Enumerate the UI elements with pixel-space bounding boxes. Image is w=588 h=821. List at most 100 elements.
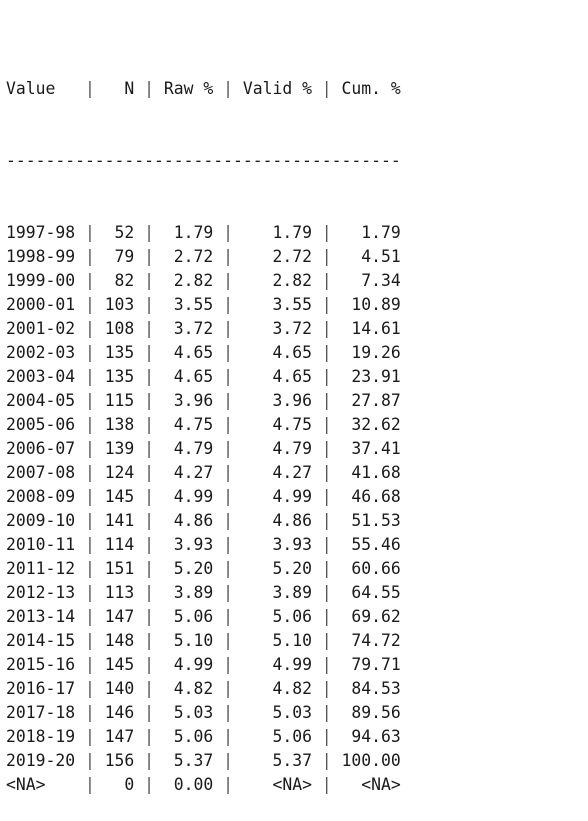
table-row: 1997-98 | 52 | 1.79 | 1.79 | 1.79 [6,221,401,245]
column-separator: | [134,655,164,674]
table-row: 2010-11 | 114 | 3.93 | 3.93 | 55.46 [6,533,401,557]
n-cell: 147 [104,607,135,626]
column-separator: | [75,367,105,386]
column-separator: | [311,247,342,266]
raw-pct-cell: 5.06 [163,727,214,746]
valid-pct-cell: 3.89 [242,583,312,602]
value-cell: 1998-99 [6,247,76,266]
cum-pct-cell: 1.79 [341,223,401,242]
column-separator: | [311,535,342,554]
raw-pct-cell: 0.00 [163,775,214,794]
n-cell: 141 [104,511,135,530]
cum-pct-cell: 4.51 [341,247,401,266]
column-separator: | [134,607,164,626]
column-separator: | [134,583,164,602]
column-separator: | [311,463,342,482]
column-separator: | [311,655,342,674]
valid-pct-cell: <NA> [242,775,312,794]
n-cell: 138 [104,415,135,434]
column-separator: | [134,247,164,266]
value-cell: 2010-11 [6,535,76,554]
valid-pct-cell: 4.79 [242,439,312,458]
column-separator: | [134,439,164,458]
column-separator: | [213,535,243,554]
column-separator: | [75,79,105,98]
value-cell: 1997-98 [6,223,76,242]
value-cell: 2000-01 [6,295,76,314]
table-body: 1997-98 | 52 | 1.79 | 1.79 | 1.79 1998-99… [6,221,401,797]
column-separator: | [213,391,243,410]
column-separator: | [134,703,164,722]
column-separator: | [311,727,342,746]
column-separator: | [75,439,105,458]
table-row: 2018-19 | 147 | 5.06 | 5.06 | 94.63 [6,725,401,749]
value-cell: 2001-02 [6,319,76,338]
table-header-row: Value | N | Raw % | Valid % | Cum. % [6,77,401,101]
cum-pct-cell: 84.53 [341,679,401,698]
valid-pct-cell: 2.72 [242,247,312,266]
value-cell: 2019-20 [6,751,76,770]
cum-pct-cell: 89.56 [341,703,401,722]
column-separator: | [75,679,105,698]
column-separator: | [213,655,243,674]
column-separator: | [311,319,342,338]
value-cell: 1999-00 [6,271,76,290]
column-separator: | [311,559,342,578]
column-separator: | [75,655,105,674]
column-separator: | [75,487,105,506]
n-cell: 145 [104,655,135,674]
cum-pct-cell: 32.62 [341,415,401,434]
column-separator: | [75,391,105,410]
column-separator: | [213,79,243,98]
column-separator: | [311,367,342,386]
n-cell: 82 [104,271,135,290]
column-separator: | [213,631,243,650]
value-cell: 2009-10 [6,511,76,530]
n-cell: 108 [104,319,135,338]
column-separator: | [134,367,164,386]
n-cell: 52 [104,223,135,242]
raw-pct-cell: 5.10 [163,631,214,650]
valid-pct-cell: 4.99 [242,487,312,506]
column-separator: | [213,775,243,794]
valid-pct-cell: 4.65 [242,367,312,386]
n-cell: 147 [104,727,135,746]
raw-pct-cell: 2.82 [163,271,214,290]
column-separator: | [213,439,243,458]
column-separator: | [75,415,105,434]
cum-pct-cell: 23.91 [341,367,401,386]
valid-pct-cell: 4.99 [242,655,312,674]
raw-pct-cell: 3.89 [163,583,214,602]
table-row: 2009-10 | 141 | 4.86 | 4.86 | 51.53 [6,509,401,533]
table-rule: ---------------------------------------- [6,151,401,170]
column-header: N [104,79,135,98]
table-row: 2019-20 | 156 | 5.37 | 5.37 | 100.00 [6,749,401,773]
table-row: 2001-02 | 108 | 3.72 | 3.72 | 14.61 [6,317,401,341]
cum-pct-cell: 100.00 [341,751,401,770]
table-row: 2003-04 | 135 | 4.65 | 4.65 | 23.91 [6,365,401,389]
table-row: 2000-01 | 103 | 3.55 | 3.55 | 10.89 [6,293,401,317]
raw-pct-cell: 3.72 [163,319,214,338]
column-separator: | [311,295,342,314]
column-separator: | [75,631,105,650]
column-separator: | [213,415,243,434]
value-cell: 2003-04 [6,367,76,386]
column-separator: | [213,367,243,386]
table-row: 2012-13 | 113 | 3.89 | 3.89 | 64.55 [6,581,401,605]
column-separator: | [134,679,164,698]
column-separator: | [311,439,342,458]
n-cell: 156 [104,751,135,770]
cum-pct-cell: 94.63 [341,727,401,746]
raw-pct-cell: 2.72 [163,247,214,266]
frequency-table: Value | N | Raw % | Valid % | Cum. % ---… [6,29,401,821]
table-row: 2016-17 | 140 | 4.82 | 4.82 | 84.53 [6,677,401,701]
cum-pct-cell: 46.68 [341,487,401,506]
n-cell: 140 [104,679,135,698]
n-cell: 148 [104,631,135,650]
column-separator: | [311,79,342,98]
cum-pct-cell: <NA> [341,775,401,794]
column-separator: | [311,679,342,698]
valid-pct-cell: 4.65 [242,343,312,362]
column-separator: | [311,607,342,626]
valid-pct-cell: 5.20 [242,559,312,578]
